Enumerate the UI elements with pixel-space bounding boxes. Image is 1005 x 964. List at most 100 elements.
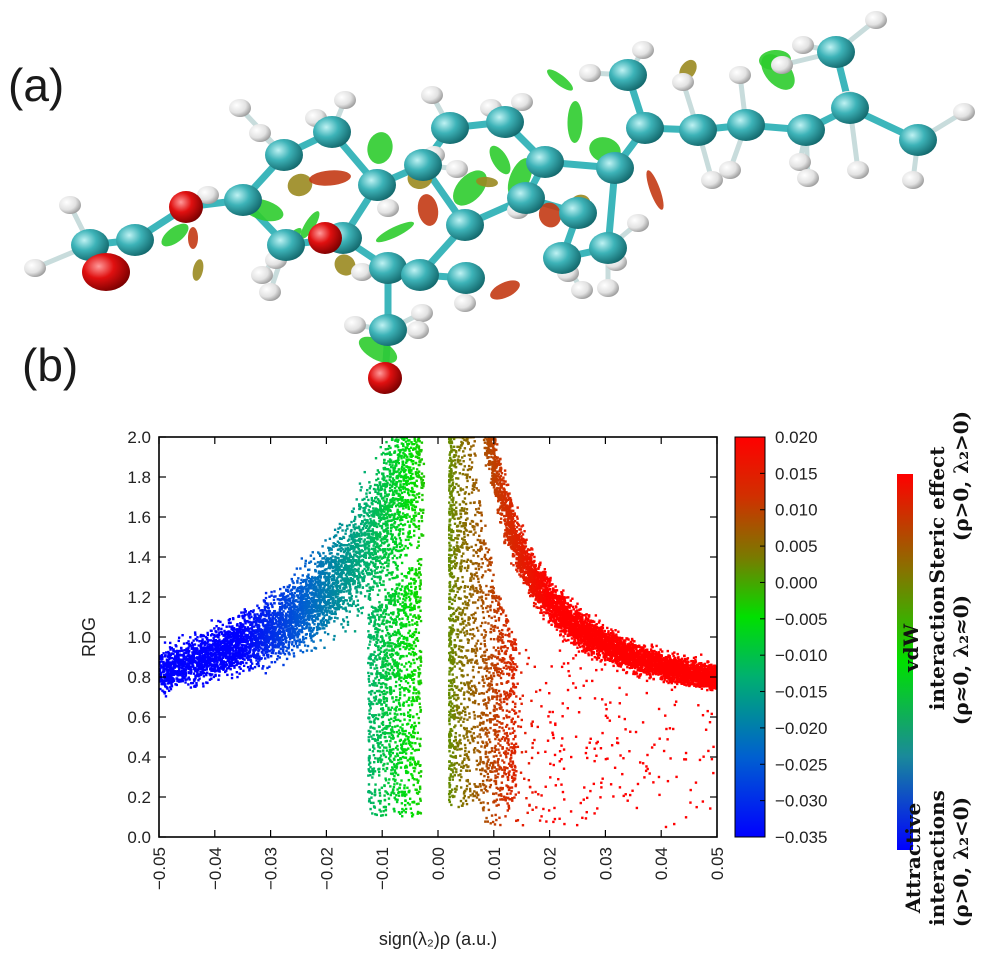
hydrogen-atom bbox=[251, 266, 273, 284]
panel-a-label: (a) bbox=[8, 59, 65, 111]
data-point bbox=[274, 633, 277, 636]
data-point bbox=[359, 529, 362, 533]
data-point bbox=[383, 547, 387, 551]
data-point bbox=[362, 560, 366, 564]
data-point bbox=[380, 541, 384, 544]
data-point bbox=[373, 512, 376, 515]
data-point bbox=[164, 654, 167, 657]
data-point bbox=[218, 667, 221, 670]
data-point bbox=[382, 522, 385, 525]
data-point bbox=[217, 658, 220, 661]
data-point bbox=[417, 540, 420, 543]
data-point bbox=[371, 515, 374, 518]
data-point bbox=[215, 634, 218, 637]
data-point bbox=[390, 465, 393, 469]
carbon-atom bbox=[727, 109, 765, 141]
data-point bbox=[365, 561, 369, 564]
data-point bbox=[321, 563, 324, 567]
data-point bbox=[239, 633, 243, 637]
data-point bbox=[412, 476, 415, 480]
data-point bbox=[352, 574, 355, 577]
data-point bbox=[210, 669, 213, 672]
data-point bbox=[400, 465, 404, 469]
carbon-atom bbox=[486, 106, 524, 138]
data-point bbox=[184, 666, 188, 669]
data-point bbox=[394, 444, 397, 448]
data-point bbox=[252, 620, 255, 623]
hydrogen-atom bbox=[632, 41, 654, 59]
data-point bbox=[274, 631, 277, 635]
data-point bbox=[284, 614, 287, 618]
data-point bbox=[400, 467, 403, 470]
data-point bbox=[251, 667, 254, 670]
data-point bbox=[351, 582, 355, 586]
data-point bbox=[331, 559, 335, 562]
data-point bbox=[383, 530, 386, 533]
data-point bbox=[380, 497, 384, 500]
data-point bbox=[336, 552, 339, 556]
data-point bbox=[405, 481, 408, 485]
data-point bbox=[258, 614, 261, 617]
data-point bbox=[375, 555, 378, 559]
data-point bbox=[297, 621, 300, 625]
data-point bbox=[304, 600, 308, 604]
data-point bbox=[209, 667, 212, 670]
data-point bbox=[235, 663, 238, 667]
data-point bbox=[260, 630, 263, 633]
data-point bbox=[289, 619, 293, 622]
data-point bbox=[393, 499, 396, 502]
data-point bbox=[345, 567, 348, 570]
data-point bbox=[403, 437, 406, 440]
data-point bbox=[240, 625, 243, 629]
data-point bbox=[286, 619, 289, 623]
data-point bbox=[265, 638, 268, 641]
data-point bbox=[395, 475, 399, 478]
carbon-atom bbox=[507, 182, 545, 214]
carbon-atom bbox=[543, 242, 581, 274]
data-point bbox=[340, 560, 343, 563]
data-point bbox=[306, 609, 309, 613]
data-point bbox=[219, 642, 223, 645]
data-point bbox=[220, 667, 224, 670]
data-point bbox=[297, 586, 300, 590]
data-point bbox=[314, 617, 318, 620]
data-point bbox=[422, 462, 426, 466]
data-point bbox=[248, 650, 252, 654]
data-point bbox=[386, 529, 389, 533]
data-point bbox=[208, 653, 211, 656]
data-point bbox=[342, 556, 346, 560]
data-point bbox=[384, 553, 388, 556]
data-point bbox=[280, 640, 283, 643]
data-point bbox=[378, 589, 381, 592]
data-point bbox=[362, 510, 365, 513]
data-point bbox=[360, 559, 363, 562]
data-point bbox=[367, 595, 371, 598]
data-point bbox=[372, 585, 375, 589]
data-point bbox=[229, 621, 232, 624]
data-point bbox=[312, 640, 315, 643]
data-point bbox=[306, 600, 309, 604]
data-point bbox=[200, 656, 203, 660]
data-point bbox=[322, 557, 326, 560]
data-point bbox=[285, 636, 288, 640]
data-point bbox=[179, 666, 183, 669]
data-point bbox=[337, 527, 340, 530]
data-point bbox=[253, 614, 257, 618]
data-point bbox=[209, 639, 212, 642]
data-point bbox=[388, 483, 392, 486]
data-point bbox=[263, 600, 266, 603]
data-point bbox=[335, 579, 338, 583]
data-point bbox=[257, 626, 260, 630]
data-point bbox=[228, 631, 232, 634]
data-point bbox=[358, 504, 361, 508]
data-point bbox=[167, 652, 171, 655]
data-point bbox=[341, 618, 345, 621]
data-point bbox=[378, 483, 382, 486]
data-point bbox=[314, 562, 317, 566]
data-point bbox=[291, 630, 294, 633]
data-point bbox=[400, 442, 404, 445]
data-point bbox=[241, 648, 245, 651]
data-point bbox=[210, 677, 213, 680]
data-point bbox=[301, 588, 304, 592]
data-point bbox=[305, 606, 309, 610]
